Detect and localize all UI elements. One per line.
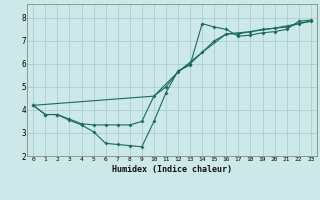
- X-axis label: Humidex (Indice chaleur): Humidex (Indice chaleur): [112, 165, 232, 174]
